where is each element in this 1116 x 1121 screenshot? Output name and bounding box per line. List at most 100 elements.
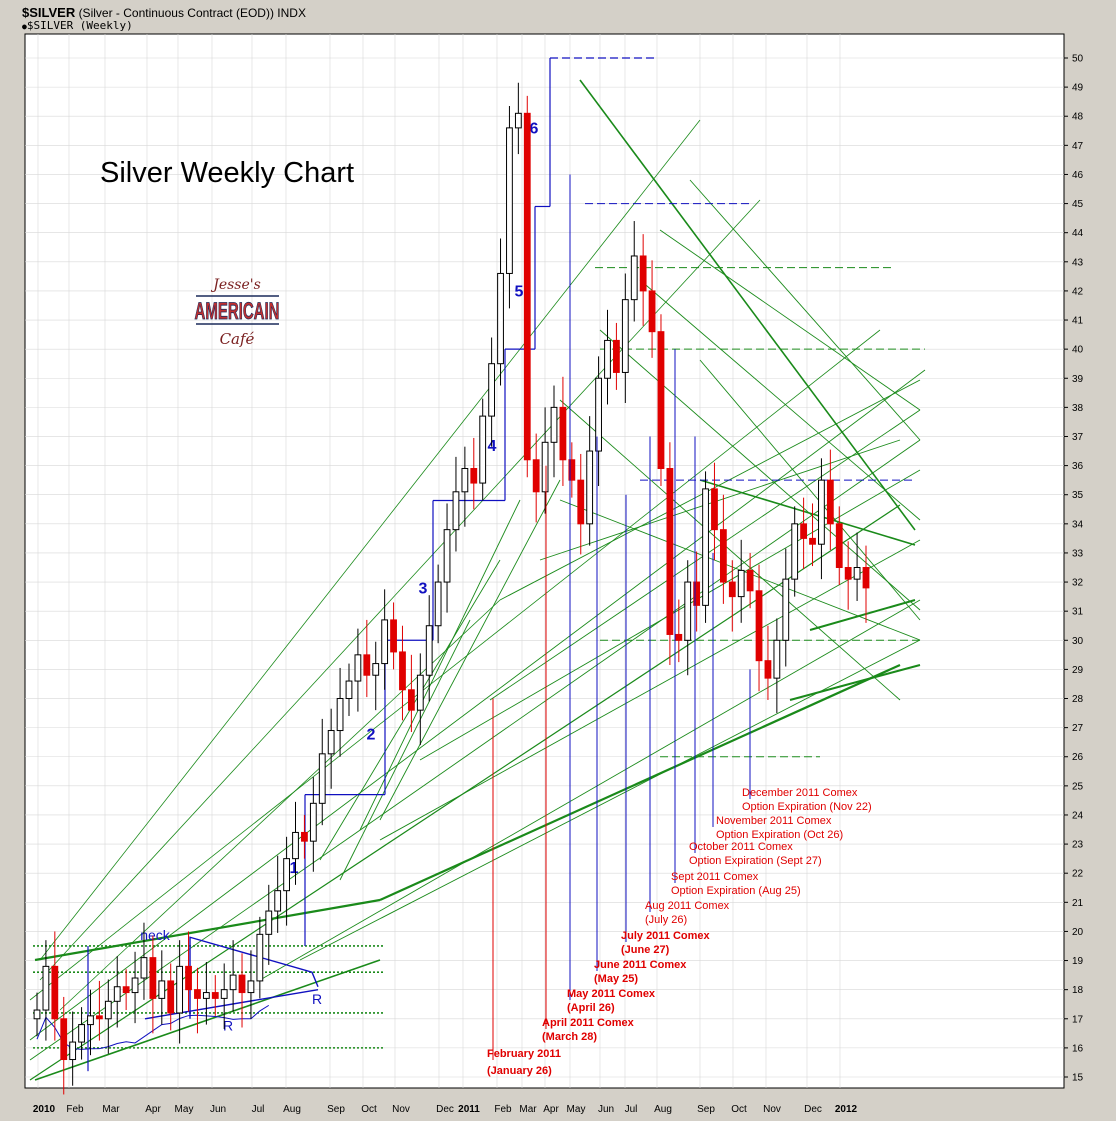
candle-body [274,890,282,912]
trend-line [29,439,921,1061]
expiry-sub: Option Expiration (Oct 26) [716,829,843,841]
candle-body [363,654,371,676]
candle-body [113,986,121,1002]
subtitle: $SILVER (Weekly) [26,19,133,32]
candle-body [800,523,807,539]
candle-body [452,491,460,531]
candle-body [826,479,834,525]
candle-body [497,272,504,365]
wave-label: 2 [367,726,376,743]
expiry-title: Sept 2011 Comex [671,871,759,883]
trend-line [39,119,701,961]
expiry-sub: (June 27) [621,944,670,956]
candle-body [104,1000,112,1020]
candle-body [167,980,175,1014]
y-tick-label: 27 [1072,723,1084,734]
logo-line1: Jesse's [210,277,261,293]
candle-body [755,590,763,662]
candle-body [416,674,424,711]
candle-body [372,663,380,676]
candle-body [577,479,585,525]
wave-label: 1 [290,860,299,877]
candle-body [301,831,308,842]
candles [33,82,870,1095]
trend-line [699,479,916,546]
y-tick-label: 50 [1072,54,1084,65]
candle-body [711,488,718,531]
trend-line [39,199,761,981]
candle-body [390,619,397,653]
y-tick-label: 45 [1072,199,1084,210]
trend-line [659,229,921,411]
x-tick-label: Jul [625,1104,638,1115]
trend-line [339,619,471,881]
y-tick-label: 46 [1072,170,1084,181]
candle-body [292,831,299,860]
y-tick-label: 23 [1072,840,1084,851]
candle-body [256,933,264,982]
pattern-line [144,988,319,1020]
y-tick-label: 32 [1072,578,1084,589]
logo-line2: AMERICAIN [195,298,280,325]
candle-body [33,1009,41,1020]
x-tick-label: Dec [436,1104,454,1115]
x-tick-label: Oct [731,1104,747,1115]
y-tick-label: 43 [1072,257,1084,268]
candle-body [506,127,513,274]
x-tick-label: 2011 [458,1104,480,1115]
candle-body [844,567,852,580]
candle-body [96,1015,103,1020]
candle-body [158,980,166,999]
candle-body [185,965,192,991]
y-tick-label: 30 [1072,636,1084,647]
y-tick-label: 17 [1072,1014,1084,1025]
expiry-title: December 2011 Comex [742,787,858,799]
candle-body [443,529,451,583]
plot-area [24,33,1065,1089]
y-tick-label: 36 [1072,461,1084,472]
candle-body [425,625,433,676]
x-tick-label: 2010 [33,1104,56,1115]
candle-body [60,1018,68,1061]
expiry-sub: (April 26) [567,1002,615,1014]
chart-subtitle: ●$SILVER (Weekly) [22,19,133,32]
candle-body [78,1024,85,1043]
expiry-sub: Option Expiration (Nov 22) [742,801,872,813]
candle-body [630,255,638,301]
candle-body [719,529,727,583]
candle-body [131,977,139,994]
y-tick-label: 49 [1072,83,1084,94]
x-tick-label: Feb [494,1104,512,1115]
candle-body [853,567,861,580]
expiry-sub: (May 25) [594,973,638,985]
trend-line [809,599,916,631]
expiry-sub: (July 26) [645,914,687,926]
candle-body [345,680,353,700]
candle-body [523,112,531,461]
expiry-sub: (January 26) [487,1065,552,1077]
y-tick-label: 25 [1072,781,1084,792]
shoulder-label: R [223,1017,233,1033]
y-tick-label: 42 [1072,286,1084,297]
candle-body [399,651,406,691]
candle-body [470,468,478,484]
trend-line [379,479,561,821]
x-tick-label: Jun [210,1104,226,1115]
candle-body [140,957,148,979]
trend-line [359,499,521,831]
candle-body [202,992,210,999]
candle-body [648,290,656,333]
candle-body [764,660,772,679]
candle-body [604,339,611,379]
candle-body [791,523,799,580]
candle-body [327,730,335,755]
y-tick-label: 22 [1072,869,1084,880]
candle-body [809,537,816,545]
expiry-sub: Option Expiration (Aug 25) [671,885,801,897]
logo-line3: Café [220,330,255,348]
x-tick-label: Feb [66,1104,84,1115]
expiry-title: Aug 2011 Comex [645,900,730,912]
x-tick-label: Dec [804,1104,822,1115]
y-tick-label: 26 [1072,752,1084,763]
